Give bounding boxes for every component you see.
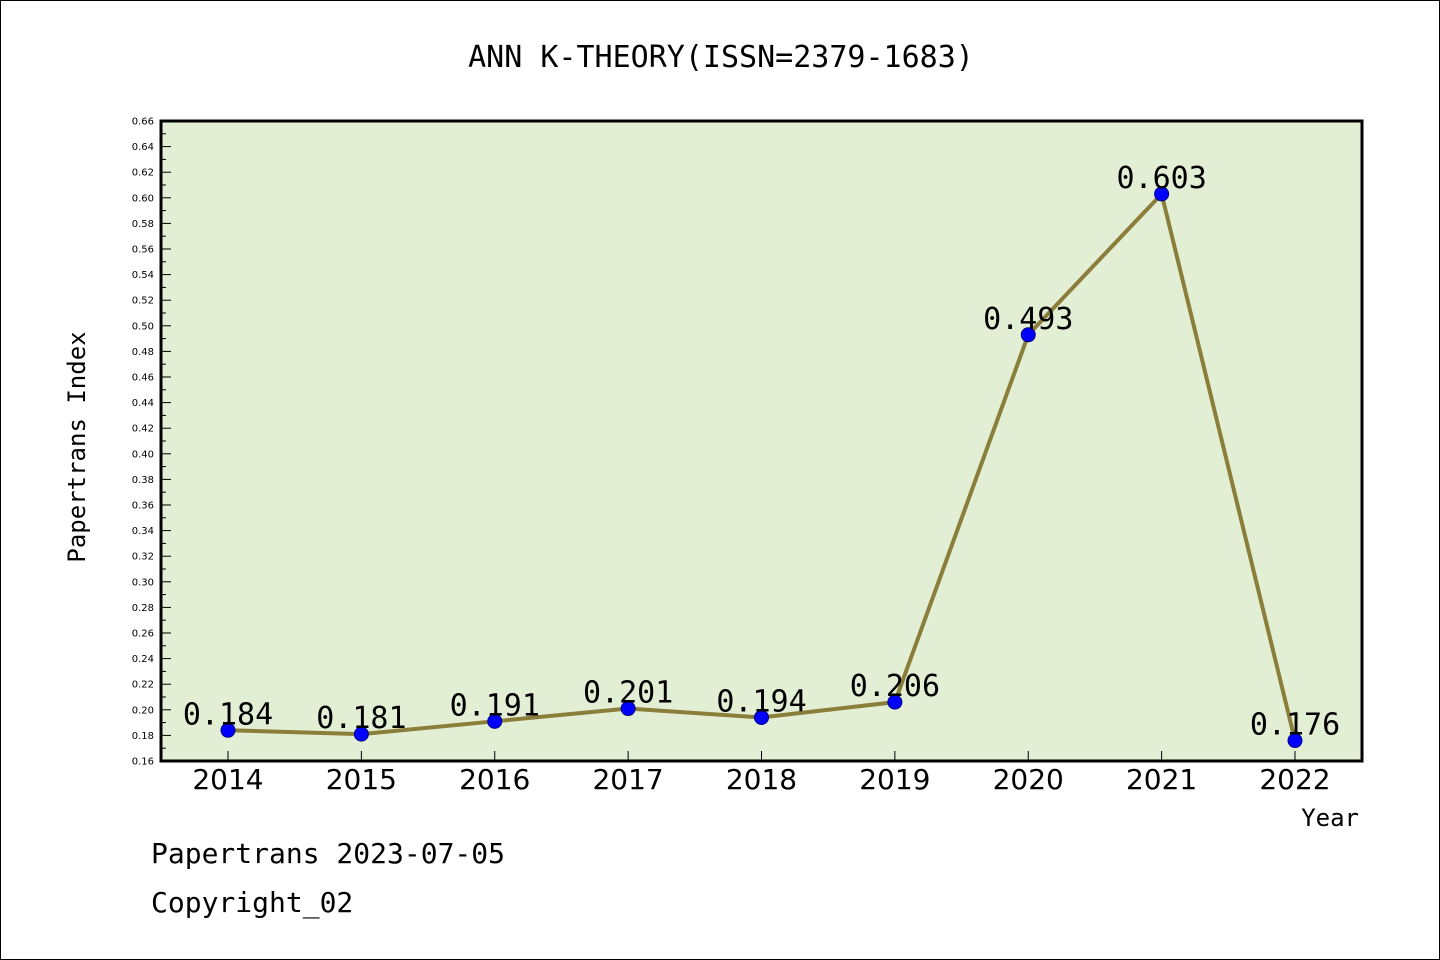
x-axis-ticks: 2014 2015 2016 2017 2018 2019 2020 2021 2022 (192, 751, 1331, 796)
data-point-marker (220, 722, 236, 738)
data-value-label: 0.191 (450, 688, 540, 723)
y-tick-label: 0.26 (132, 629, 154, 640)
data-labels: 0.184 0.181 0.191 0.201 0.194 0.206 0.493 0.603… (183, 161, 1340, 743)
y-tick-label: 0.40 (132, 449, 154, 460)
y-tick-label: 0.66 (132, 117, 154, 128)
x-tick-label: 2021 (1126, 763, 1197, 796)
y-axis-title: Papertrans Index (63, 331, 91, 562)
data-value-label: 0.493 (983, 302, 1073, 337)
data-point-marker (353, 726, 369, 742)
y-tick-label: 0.64 (132, 142, 154, 153)
y-tick-label: 0.20 (132, 705, 154, 716)
y-tick-label: 0.60 (132, 193, 154, 204)
y-tick-label: 0.62 (132, 168, 154, 179)
data-value-label: 0.194 (716, 684, 806, 719)
y-tick-label: 0.38 (132, 475, 154, 486)
x-tick-label: 2015 (326, 763, 397, 796)
y-tick-label: 0.58 (132, 219, 154, 230)
y-tick-label: 0.36 (132, 501, 154, 512)
y-tick-label: 0.22 (132, 680, 154, 691)
y-tick-label: 0.52 (132, 296, 154, 307)
y-tick-label: 0.50 (132, 321, 154, 332)
data-value-label: 0.201 (583, 676, 673, 711)
x-tick-label: 2016 (459, 763, 530, 796)
x-tick-label: 2017 (592, 763, 663, 796)
x-tick-label: 2022 (1259, 763, 1330, 796)
y-tick-label: 0.42 (132, 424, 154, 435)
footer-copyright: Copyright_02 (151, 886, 354, 919)
plot-area (159, 119, 1364, 763)
data-value-label: 0.603 (1116, 161, 1206, 196)
y-tick-label: 0.24 (132, 654, 154, 665)
x-tick-label: 2020 (993, 763, 1064, 796)
y-tick-label: 0.30 (132, 577, 154, 588)
data-points (220, 186, 1303, 749)
x-tick-label: 2018 (726, 763, 797, 796)
y-tick-label: 0.34 (132, 526, 154, 537)
y-tick-label: 0.48 (132, 347, 154, 358)
y-tick-label: 0.16 (132, 757, 154, 768)
y-tick-label: 0.54 (132, 270, 154, 281)
y-tick-label: 0.28 (132, 603, 154, 614)
footer-date: Papertrans 2023-07-05 (151, 837, 506, 870)
data-point-marker (487, 713, 503, 729)
data-point-marker (620, 701, 636, 717)
data-point-marker (1287, 733, 1303, 749)
data-value-label: 0.181 (316, 701, 406, 736)
y-tick-label: 0.32 (132, 552, 154, 563)
data-point-marker (1020, 327, 1036, 343)
data-value-label: 0.184 (183, 697, 273, 732)
x-tick-label: 2014 (192, 763, 263, 796)
data-value-label: 0.206 (850, 669, 940, 704)
data-value-label: 0.176 (1250, 708, 1340, 743)
chart-title: ANN K-THEORY(ISSN=2379-1683) (468, 40, 974, 75)
data-point-marker (754, 709, 769, 725)
x-tick-label: 2019 (859, 763, 930, 796)
y-tick-label: 0.18 (132, 731, 154, 742)
data-point-marker (887, 694, 903, 710)
y-tick-label: 0.56 (132, 245, 154, 256)
y-axis-ticks: 0.16 0.18 0.20 0.22 0.24 0.26 0.28 0.30 0.32 0.34… (132, 117, 171, 768)
x-axis-title: Year (1301, 804, 1359, 832)
y-tick-label: 0.46 (132, 373, 154, 384)
data-point-marker (1154, 186, 1170, 202)
y-tick-label: 0.44 (132, 398, 154, 409)
